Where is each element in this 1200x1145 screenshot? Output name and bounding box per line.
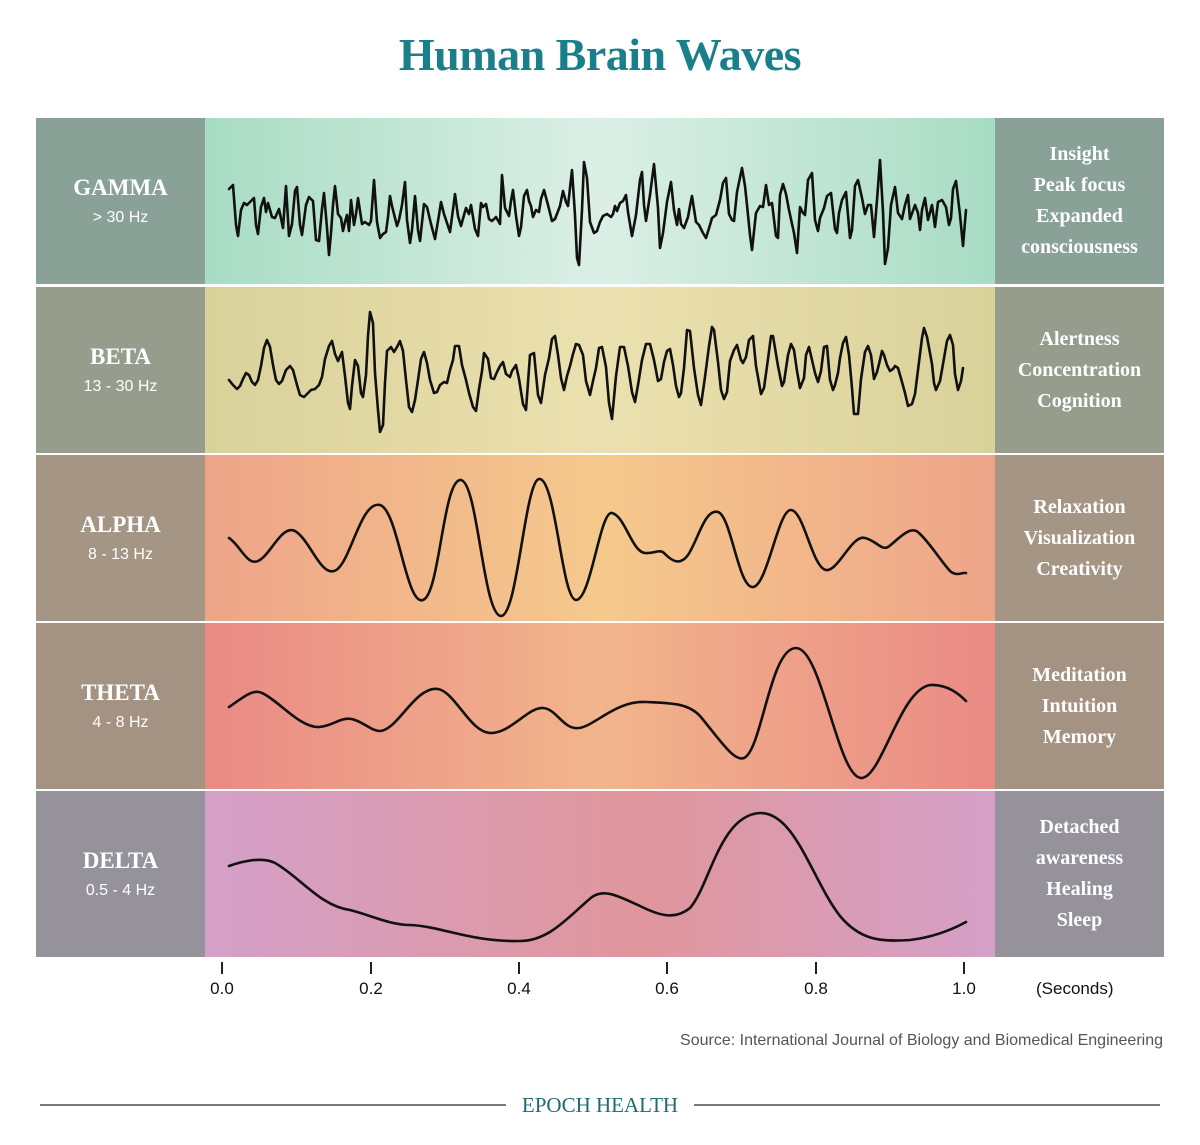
state-text: Relaxation [1033,495,1126,518]
band-label: ALPHA 8 - 13 Hz [36,455,205,621]
x-tick-label: 1.0 [952,979,976,998]
state-text: Creativity [1036,557,1123,580]
band-frequency: > 30 Hz [92,209,149,226]
state-text: Expanded [1036,205,1123,227]
state-text: Healing [1046,878,1113,900]
footer-rule-left [40,1104,506,1106]
x-axis-unit: (Seconds) [1036,979,1114,998]
x-tick [370,962,372,974]
band-states: Detached awareness Healing Sleep [995,791,1164,957]
state-text: consciousness [1021,236,1138,258]
row-beta: BETA 13 - 30 Hz Alertness Concentration … [36,287,1164,453]
band-name: THETA [81,680,160,705]
x-tick-label: 0.4 [507,979,531,998]
row-delta: DELTA 0.5 - 4 Hz Detached awareness Heal… [36,791,1164,957]
state-text: Meditation [1032,663,1127,686]
state-text: Peak focus [1033,174,1126,196]
source-note: Source: International Journal of Biology… [680,1032,1163,1049]
state-text: Concentration [1017,358,1142,381]
band-label: BETA 13 - 30 Hz [36,287,205,453]
row-theta: THETA 4 - 8 Hz Meditation Intuition Memo… [36,623,1164,789]
x-tick-label: 0.8 [804,979,828,998]
band-states: Insight Peak focus Expanded consciousnes… [995,118,1164,284]
x-tick-label: 0.2 [359,979,383,998]
band-name: GAMMA [73,175,168,200]
band-name: ALPHA [80,512,161,537]
state-text: Intuition [1041,694,1118,717]
state-text: Alertness [1039,327,1120,350]
wave-panel-gamma [205,118,995,284]
x-tick-label: 0.0 [210,979,234,998]
x-tick-label: 0.6 [655,979,679,998]
wave-panel-delta [205,791,995,957]
band-states: Relaxation Visualization Creativity [995,455,1164,621]
band-label: DELTA 0.5 - 4 Hz [36,791,205,957]
x-tick [666,962,668,974]
wave-panel-alpha [205,455,995,621]
x-tick [963,962,965,974]
state-text: Sleep [1056,909,1103,931]
state-text: awareness [1035,847,1124,869]
state-text: Insight [1049,143,1110,165]
state-text: Cognition [1037,389,1122,412]
band-frequency: 0.5 - 4 Hz [85,882,156,899]
wave-panel-beta [205,287,995,453]
band-states: Meditation Intuition Memory [995,623,1164,789]
band-frequency: 4 - 8 Hz [92,714,149,731]
brand-text: EPOCH HEALTH [507,1093,693,1117]
band-label: THETA 4 - 8 Hz [36,623,205,789]
state-text: Detached [1039,816,1120,838]
row-gamma: GAMMA > 30 Hz Insight Peak focus Expande… [36,118,1164,284]
band-frequency: 13 - 30 Hz [83,378,158,395]
band-frequency: 8 - 13 Hz [88,546,153,563]
brand-logo: EPOCH HEALTH [0,1093,1200,1118]
footer-rule-right [694,1104,1160,1106]
row-alpha: ALPHA 8 - 13 Hz Relaxation Visualization… [36,455,1164,621]
band-label: GAMMA > 30 Hz [36,118,205,284]
state-text: Visualization [1023,526,1136,549]
wave-panel-theta [205,623,995,789]
state-text: Memory [1042,725,1117,748]
x-tick [518,962,520,974]
band-states: Alertness Concentration Cognition [995,287,1164,453]
band-name: DELTA [82,848,159,873]
band-name: BETA [90,344,151,369]
x-tick [815,962,817,974]
page-title: Human Brain Waves [398,29,802,80]
x-tick [221,962,223,974]
